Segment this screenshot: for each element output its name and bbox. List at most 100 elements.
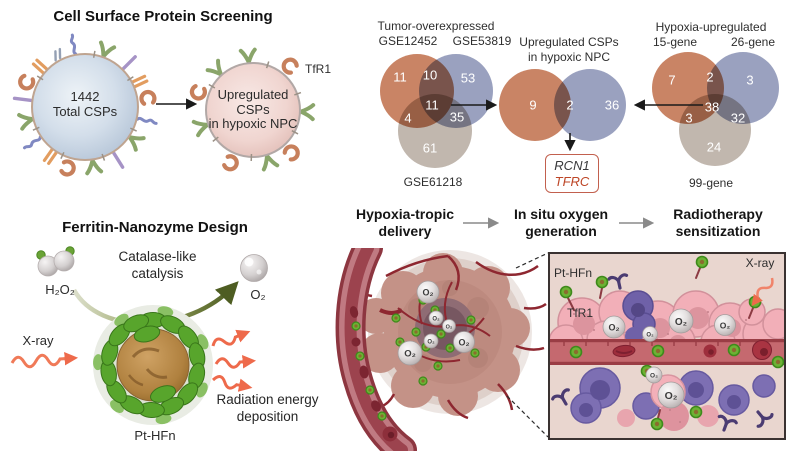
radiation-arrows — [211, 329, 257, 392]
total-csps-text: Total CSPs — [52, 103, 118, 119]
catalysis-label: Catalase-like catalysis — [100, 249, 215, 282]
venn-tumor-count-bc: 35 — [449, 109, 465, 125]
vessel-band-icon — [550, 339, 784, 365]
purple-receptor-icon — [607, 272, 631, 292]
venn-tumor-count-ab: 10 — [422, 67, 438, 83]
cell-screening-illustration — [12, 33, 340, 195]
o2-bubble: O₂ — [714, 314, 736, 336]
venn-hypoxia-title: Hypoxia-upregulated — [655, 20, 767, 34]
flow-step-delivery: Hypoxia-tropic delivery — [345, 206, 465, 240]
o2-label: O₂ — [250, 287, 266, 302]
venn-hypoxia-count-a: 7 — [668, 72, 676, 88]
o2-bubble: O₂ — [657, 381, 685, 409]
o2-bubble: O₂ — [602, 315, 626, 339]
venn-hypoxia-diagram: 7 2 3 38 3 32 24 — [645, 50, 785, 185]
flow-step2-line1: In situ oxygen — [513, 206, 609, 222]
venn-tumor-count-a: 11 — [393, 69, 407, 85]
venn-hypoxia-count-b: 3 — [746, 72, 754, 88]
flow-step1-line1: Hypoxia-tropic — [355, 206, 454, 222]
catalysis-line1: Catalase-like — [118, 249, 197, 264]
box-xray-label: X-ray — [745, 256, 775, 270]
venn-tumor-count-b: 53 — [460, 70, 476, 86]
upregulated-csps-label: Upregulated CSPs in hypoxic NPC — [193, 87, 313, 132]
venn-tumor-count-ac: 4 — [404, 110, 412, 126]
flow-step3-line1: Radiotherapy — [673, 206, 763, 222]
radiation-label: Radiation energy deposition — [200, 392, 335, 425]
svg-text:O₂: O₂ — [404, 349, 416, 360]
venn-hypoxia-count-abc: 38 — [704, 99, 720, 115]
gene-result-box: RCN1 TFRC — [545, 154, 599, 193]
venn-tumor-set-a-label: GSE12452 — [378, 34, 438, 48]
upregulated-csps-cell-icon — [190, 47, 313, 172]
box-tfr1-label: TfR1 — [566, 306, 593, 320]
tumor-o2-bubbles: O₂ O₂ O₂ O₂ O₂ O₂ — [397, 280, 475, 366]
svg-text:O₂: O₂ — [446, 325, 453, 331]
venn-tumor-count-abc: 11 — [425, 97, 439, 113]
venn-tumor-count-c: 61 — [422, 140, 438, 156]
red-blood-cells — [612, 340, 772, 360]
svg-text:O₂: O₂ — [675, 317, 687, 328]
o2-bubble: O₂ — [397, 340, 423, 366]
svg-text:O₂: O₂ — [646, 333, 654, 339]
xray-strike-arrow — [751, 277, 774, 307]
upregulated-line1: Upregulated — [217, 87, 289, 102]
box-pt-hfn-label: Pt-HFn — [553, 266, 592, 280]
svg-text:O₂: O₂ — [609, 323, 620, 333]
bound-nanoparticles — [559, 255, 785, 431]
svg-text:O₂: O₂ — [459, 338, 470, 348]
venn-csp-title: Upregulated CSPs in hypoxic NPC — [508, 35, 630, 65]
upregulated-line3: in hypoxic NPC — [208, 116, 298, 131]
total-csps-label: 1442 Total CSPs — [35, 89, 135, 119]
svg-text:O₂: O₂ — [432, 317, 440, 323]
venn-hypoxia-count-bc: 32 — [730, 110, 746, 126]
venn-csp-circle-b — [554, 69, 626, 141]
tfr1-receptor-label: TfR1 — [305, 62, 332, 76]
radiation-line2: deposition — [236, 408, 299, 424]
radiotherapy-zoom-box: O₂ O₂ O₂ O₂ O₂ O₂ — [548, 252, 794, 440]
svg-text:O₂: O₂ — [720, 321, 731, 331]
upregulated-line2: CSPs — [236, 101, 270, 117]
gene-tfrc: TFRC — [554, 173, 590, 189]
gene-rcn1: RCN1 — [554, 157, 590, 173]
venn-csp-count-b: 36 — [604, 97, 620, 113]
flow-step-oxygen: In situ oxygen generation — [501, 206, 621, 240]
tumor-illustration: O₂ O₂ O₂ O₂ O₂ O₂ — [335, 248, 547, 451]
venn-hypoxia-circle-c — [679, 94, 751, 166]
o2-bubble: O₂ — [645, 366, 663, 384]
catalysis-line2: catalysis — [131, 265, 184, 281]
panel-screening-title: Cell Surface Protein Screening — [53, 8, 273, 25]
o2-bubble: O₂ — [416, 280, 440, 304]
venn-csp-title-line2: in hypoxic NPC — [527, 50, 611, 64]
box-o2-bubbles: O₂ O₂ O₂ O₂ O₂ O₂ — [602, 308, 736, 409]
venn-csp-count-ab: 2 — [566, 97, 574, 113]
total-csps-count: 1442 — [70, 89, 100, 104]
svg-text:O₂: O₂ — [665, 390, 678, 402]
pt-hfn-label: Pt-HFn — [134, 428, 176, 443]
venn-hypoxia-set-a-label: 15-gene — [652, 35, 698, 49]
tumor-vessels-icon — [341, 254, 547, 420]
svg-text:O₂: O₂ — [650, 373, 658, 380]
svg-text:O₂: O₂ — [427, 340, 435, 346]
nanozyme-illustration — [10, 246, 268, 426]
venn-hypoxia-set-b-label: 26-gene — [730, 35, 776, 49]
flow-step1-line2: delivery — [378, 223, 432, 239]
venn-hypoxia-set-c-label: 99-gene — [688, 176, 734, 190]
o2-bubble: O₂ — [642, 326, 658, 342]
venn-csp-title-line1: Upregulated CSPs — [519, 35, 619, 49]
xray-beam-arrow — [10, 351, 79, 369]
venn-tumor-title: Tumor-overexpressed — [377, 19, 495, 33]
radiotherapy-illustration: O₂ O₂ O₂ O₂ O₂ O₂ — [548, 255, 794, 435]
pt-hfn-nanoparticle-icon — [92, 304, 213, 426]
o2-bubble: O₂ — [423, 333, 439, 349]
o2-bubble: O₂ — [428, 310, 444, 326]
svg-text:O₂: O₂ — [423, 288, 434, 298]
venn-hypoxia-count-ac: 3 — [685, 110, 693, 126]
xray-label: X-ray — [22, 333, 54, 348]
flow-step-radiotherapy: Radiotherapy sensitization — [658, 206, 778, 240]
venn-csp-count-a: 9 — [529, 97, 537, 113]
flow-step3-line2: sensitization — [675, 223, 761, 239]
h2o2-molecule-icon — [36, 246, 75, 277]
o2-bubble: O₂ — [668, 308, 694, 334]
h2o2-label: H₂O₂ — [45, 282, 75, 297]
